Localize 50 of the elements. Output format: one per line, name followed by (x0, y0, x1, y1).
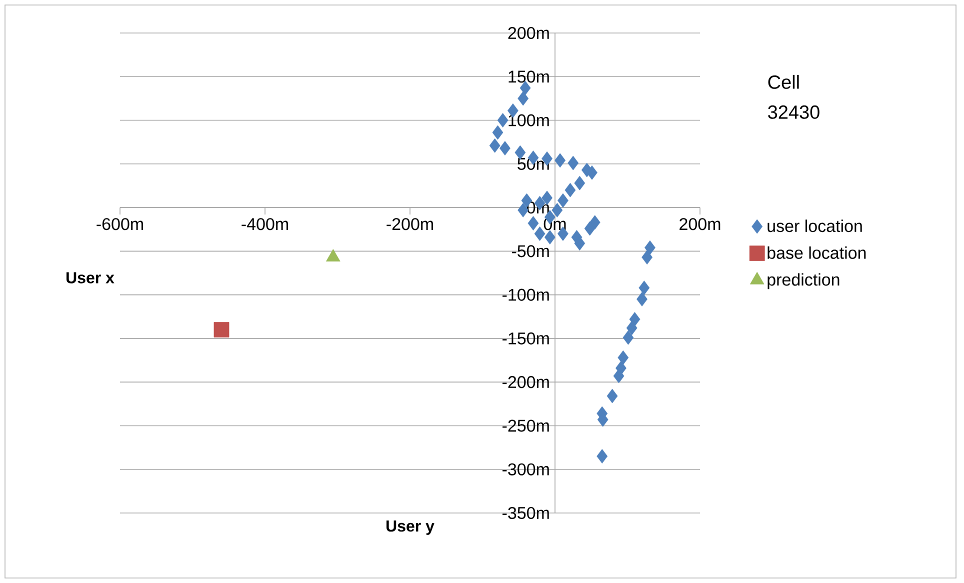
legend-label: prediction (768, 273, 840, 290)
point (552, 202, 563, 218)
x-tick-label: -200m (386, 218, 433, 230)
x-tick-label: -400m (242, 218, 288, 230)
point (638, 280, 650, 296)
point (636, 292, 648, 306)
point (554, 153, 566, 168)
point (528, 216, 539, 230)
y-axis-title: User x (66, 272, 114, 284)
point (492, 125, 504, 140)
point (644, 240, 656, 255)
point (489, 138, 500, 153)
point (544, 230, 556, 244)
y-tick-label: -150m (502, 332, 549, 344)
y-tick-label: -250m (502, 420, 549, 432)
point (518, 91, 529, 106)
point (534, 226, 546, 241)
y-tick-label: -300m (502, 463, 549, 476)
x-tick-label: -600m (96, 218, 143, 230)
point (514, 145, 526, 160)
point (629, 312, 640, 326)
point (613, 368, 624, 384)
y-tick-label: -50m (512, 245, 549, 258)
text: Cell 32430 (768, 74, 820, 119)
point (622, 330, 634, 345)
point (214, 322, 230, 338)
point (586, 165, 598, 180)
point (606, 388, 618, 404)
point (568, 156, 579, 170)
y-tick-label: -350m (502, 506, 549, 520)
x-tick-label: 200m (680, 218, 720, 230)
point (564, 182, 576, 198)
point (574, 236, 586, 251)
y-tick-label: 150m (508, 70, 549, 83)
point (500, 140, 510, 156)
legend-label: base location (768, 246, 866, 259)
y-tick-label: 100m (508, 114, 549, 126)
point (618, 350, 629, 365)
point (574, 176, 586, 190)
point (626, 320, 638, 336)
point (558, 193, 568, 208)
point (497, 113, 508, 128)
y-tick-label: 200m (508, 26, 549, 40)
point (584, 221, 596, 236)
y-tick-label: -100m (502, 288, 549, 301)
point (642, 250, 653, 264)
x-axis-title: User y (386, 520, 434, 535)
point (596, 449, 608, 464)
legend-label: user location (768, 220, 862, 232)
y-tick-label: -200m (502, 376, 549, 388)
